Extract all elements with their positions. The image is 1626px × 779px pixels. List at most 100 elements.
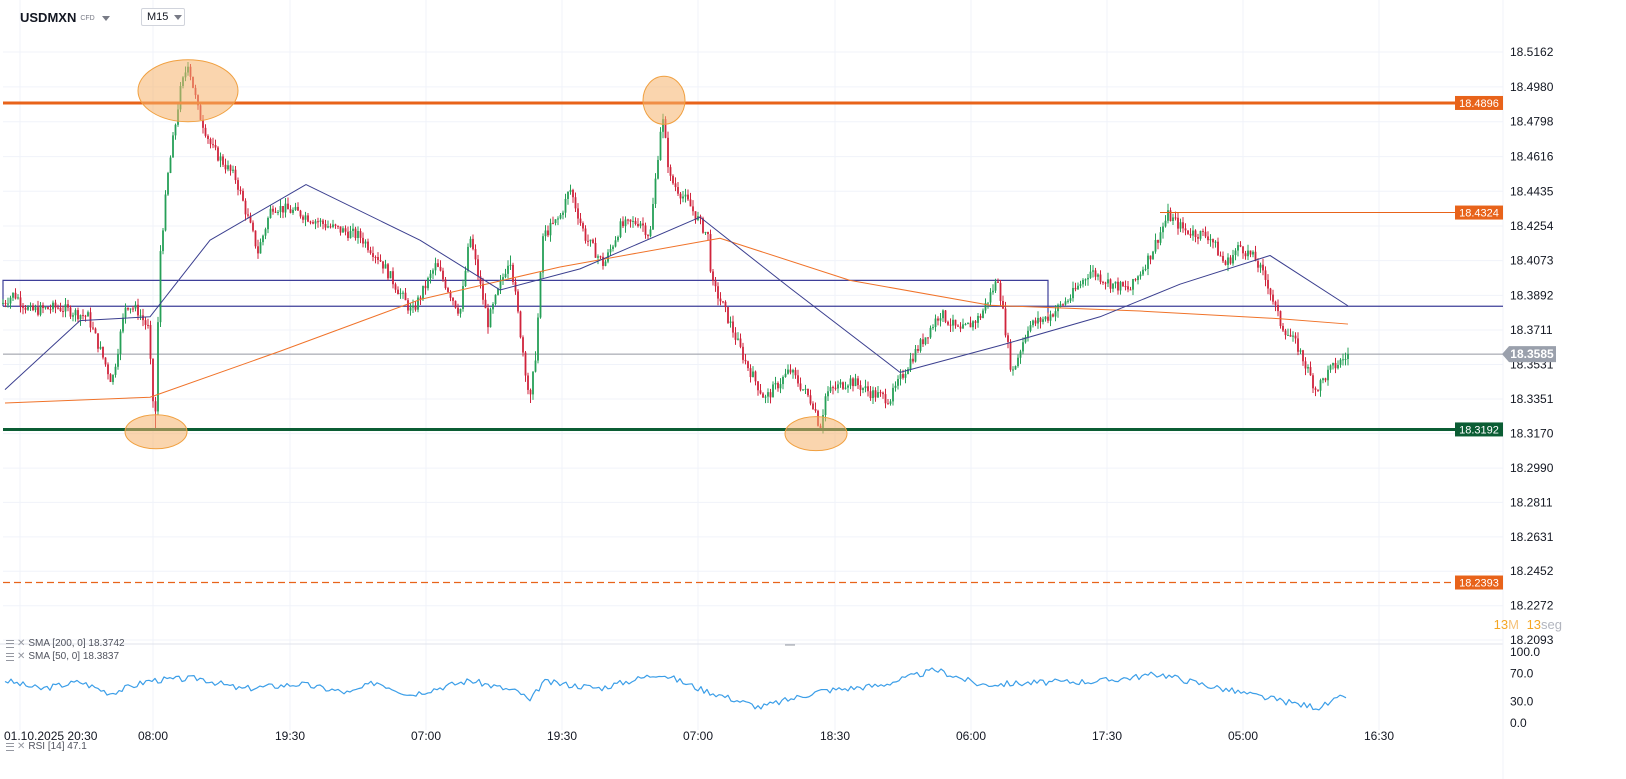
candle-body [284,203,287,213]
candle-body [544,230,547,237]
candle-body [567,191,569,199]
candle-body [974,321,977,323]
candle-body [569,189,572,192]
legend-sma-50-text: SMA [50, 0] 18.3837 [28,651,120,662]
current-price-label: 18.3585 [1510,347,1554,361]
candle-body [1134,279,1137,281]
y-tick-label: 18.3892 [1510,288,1554,302]
candle-body [314,221,317,224]
highlight-ellipse [137,59,239,123]
candle-body [1099,274,1102,282]
candle-body [797,375,799,384]
candle-body [1262,264,1264,271]
candle-body [1209,239,1212,241]
candle-body [1194,230,1197,238]
candle-body [479,276,482,284]
candle-body [17,297,19,299]
candle-body [357,231,359,238]
current-price-tag [1502,346,1556,363]
candle-body [1247,250,1249,257]
candle-body [499,280,502,289]
candle-body [117,353,119,367]
candle-body [422,285,424,299]
level-label-bg-resistance [1455,95,1503,110]
candle-body [344,228,347,232]
candle-body [87,312,89,317]
candle-body [1344,358,1347,360]
candle-body [1034,320,1037,324]
candle-body [279,206,282,213]
candle-body [1207,236,1209,241]
candle-body [1017,357,1019,366]
candle-body [254,230,257,247]
menu-icon[interactable] [6,742,14,751]
candle-body [832,387,834,389]
menu-icon[interactable] [6,652,14,661]
legend-sma-200[interactable]: ✕ SMA [200, 0] 18.3742 [6,638,125,649]
candle-body [324,224,327,228]
legend-sma-50[interactable]: ✕ SMA [50, 0] 18.3837 [6,651,119,662]
countdown-minutes: 13 [1493,617,1509,632]
candle-body [1012,369,1014,371]
candle-body [964,324,967,326]
candle-body [542,236,544,273]
candle-body [34,307,37,311]
candle-body [454,300,457,308]
candle-body [969,322,972,328]
candle-body [1159,232,1162,243]
candle-body [122,317,124,332]
candle-body [1327,369,1329,381]
candle-body [1112,283,1114,289]
candle-body [1337,364,1339,369]
highlight-ellipse [124,414,188,450]
candle-body [147,324,149,326]
candle-body [1302,350,1304,362]
candle-body [924,337,927,345]
menu-icon[interactable] [6,639,14,648]
candle-body [1122,282,1124,287]
candle-body [332,224,334,227]
candle-body [1052,314,1054,317]
candle-body [1047,316,1049,321]
symbol-dropdown-icon[interactable] [101,16,110,22]
candle-body [467,246,469,271]
candle-body [447,288,449,292]
candle-body [237,180,239,190]
candle-body [662,119,664,132]
candle-body [342,228,344,233]
candle-body [77,310,79,320]
rsi-tick-label: 30.0 [1510,695,1534,709]
candle-body [879,392,882,394]
candle-body [917,348,919,351]
candle-body [477,259,479,277]
candle-body [944,310,947,322]
symbol-name[interactable]: USDMXN CFD [20,10,110,25]
candle-body [547,230,549,236]
legend-rsi[interactable]: ✕ RSI [14] 47.1 [6,741,87,752]
candle-body [172,135,174,158]
candle-body [674,183,677,188]
candle-body [1204,231,1207,237]
candle-body [277,212,279,214]
timeframe-selector[interactable]: M15 [141,8,185,26]
candle-body [44,307,47,309]
candle-body [84,315,87,317]
candle-body [739,338,742,347]
candle-body [787,369,789,374]
candle-body [1287,334,1289,336]
candle-body [637,224,639,227]
candle-body [594,242,597,258]
close-icon[interactable]: ✕ [17,638,26,649]
candle-body [384,264,387,269]
candle-body [702,218,704,233]
candle-body [799,383,802,390]
candle-body [257,246,259,254]
candle-body [152,358,154,402]
close-icon[interactable]: ✕ [17,741,26,752]
level-label-support: 18.3192 [1459,424,1499,436]
close-icon[interactable]: ✕ [17,651,26,662]
candle-body [157,322,159,412]
candle-body [39,305,42,315]
candle-body [714,280,717,287]
